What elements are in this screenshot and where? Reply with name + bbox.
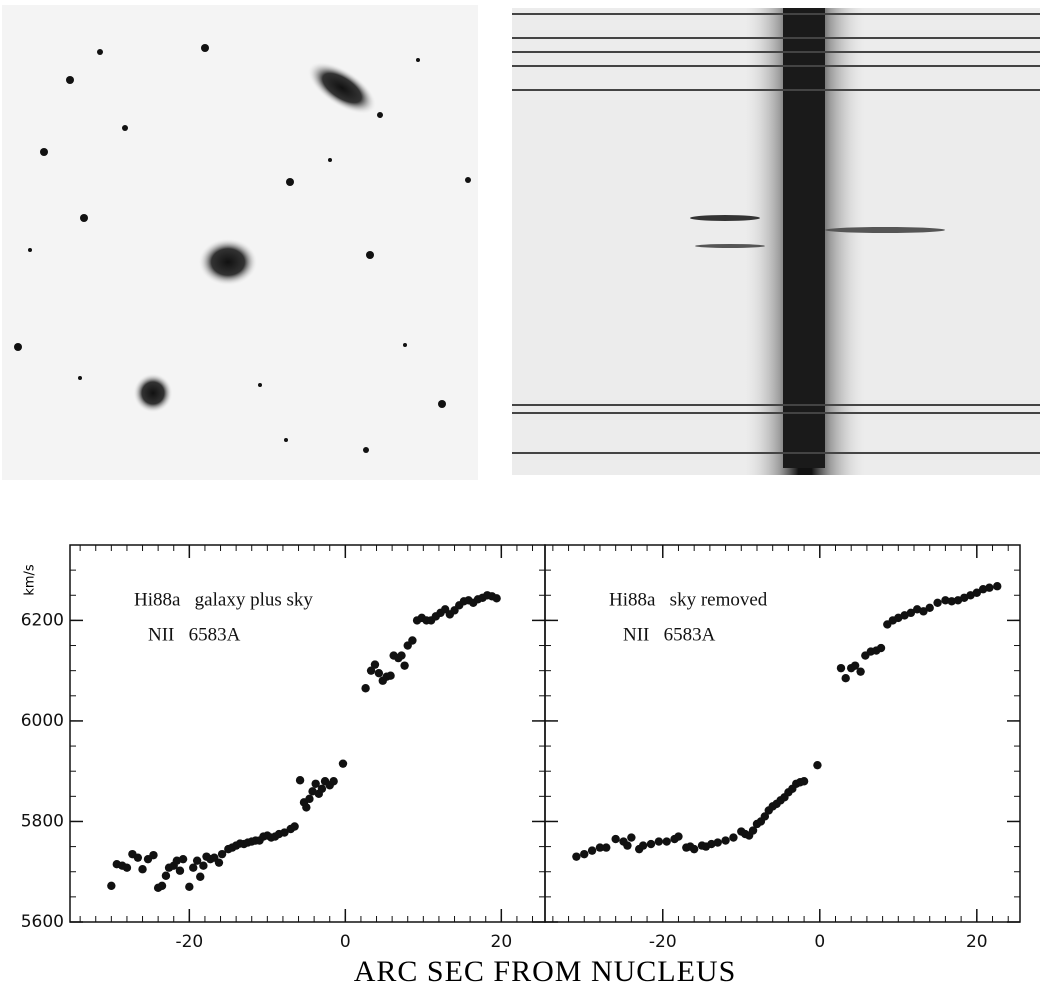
data-point: [595, 843, 605, 852]
data-point: [386, 671, 395, 680]
spectrum-image: [512, 8, 1040, 475]
data-point: [850, 661, 860, 670]
y-tick-label: 5600: [21, 912, 64, 932]
data-point: [953, 596, 963, 605]
data-point: [189, 863, 198, 872]
x-tick-label: -20: [649, 932, 677, 952]
data-point: [338, 759, 348, 768]
y-tick-label: 6200: [21, 610, 64, 630]
y-tick-label: 5800: [21, 811, 64, 831]
annotation: Hi88a galaxy plus sky: [134, 589, 313, 610]
data-point: [161, 871, 171, 880]
data-point: [947, 597, 956, 606]
data-point: [397, 651, 406, 660]
data-point: [133, 853, 143, 862]
data-point: [157, 881, 167, 891]
data-point: [587, 846, 597, 855]
data-point: [366, 666, 376, 675]
data-point: [400, 661, 409, 670]
data-point: [900, 611, 909, 620]
data-point: [638, 841, 648, 850]
data-point: [876, 643, 886, 653]
data-point: [149, 850, 158, 860]
annotation: NII 6583A: [623, 624, 716, 645]
data-point: [646, 839, 656, 849]
data-point: [721, 836, 730, 845]
data-point: [305, 794, 314, 804]
data-point: [748, 826, 758, 835]
data-point: [960, 593, 969, 602]
data-point: [813, 760, 822, 770]
data-point: [302, 803, 311, 812]
data-point: [966, 591, 975, 600]
data-point: [196, 872, 205, 881]
data-point: [178, 854, 188, 864]
data-point: [993, 582, 1002, 591]
data-point: [662, 837, 671, 846]
x-tick-label: -20: [175, 932, 203, 952]
data-point: [627, 833, 636, 842]
data-point: [214, 858, 224, 867]
data-point: [107, 881, 116, 891]
data-point: [329, 777, 338, 786]
data-point: [361, 684, 370, 693]
data-point: [729, 833, 738, 842]
data-point: [290, 822, 299, 831]
data-point: [941, 596, 950, 605]
data-point: [836, 663, 846, 673]
data-point: [972, 588, 982, 597]
data-point: [689, 844, 699, 854]
plot-frame: [544, 544, 1021, 923]
data-point: [295, 776, 305, 785]
data-point: [856, 667, 865, 676]
data-point: [985, 583, 994, 592]
data-point: [654, 837, 664, 846]
data-point: [374, 668, 384, 678]
x-tick-label: 0: [340, 932, 351, 952]
y-axis-label: km/s: [23, 564, 38, 596]
data-point: [707, 839, 716, 849]
data-point: [408, 636, 417, 645]
data-point: [317, 784, 327, 793]
x-axis-label: ARC SEC FROM NUCLEUS: [354, 955, 737, 988]
data-point: [138, 865, 147, 874]
y-tick-label: 6000: [21, 711, 64, 731]
data-point: [906, 608, 916, 618]
data-point: [370, 660, 380, 669]
x-tick-label: 20: [966, 932, 988, 952]
data-point: [760, 812, 770, 821]
data-point: [841, 674, 850, 683]
data-point: [799, 777, 809, 786]
data-point: [572, 852, 581, 861]
data-point: [611, 834, 620, 844]
data-point: [122, 863, 132, 872]
data-point: [311, 779, 320, 788]
data-point: [602, 843, 611, 852]
data-point: [894, 613, 903, 623]
x-tick-label: 20: [491, 932, 513, 952]
data-point: [199, 861, 208, 870]
annotation: Hi88a sky removed: [609, 589, 768, 610]
data-point: [623, 841, 632, 850]
data-point: [713, 838, 722, 847]
annotation: NII 6583A: [148, 624, 241, 645]
data-point: [674, 832, 683, 841]
data-point: [175, 866, 185, 875]
data-point: [978, 585, 988, 594]
data-point: [192, 856, 202, 865]
data-point: [933, 598, 942, 608]
data-point: [185, 882, 194, 892]
data-point: [492, 594, 501, 603]
x-tick-label: 0: [814, 932, 825, 952]
data-point: [925, 603, 934, 613]
galaxy-image: [2, 5, 478, 480]
data-point: [217, 849, 227, 859]
data-point: [580, 849, 589, 859]
data-point: [919, 607, 928, 616]
data-point: [280, 828, 289, 837]
